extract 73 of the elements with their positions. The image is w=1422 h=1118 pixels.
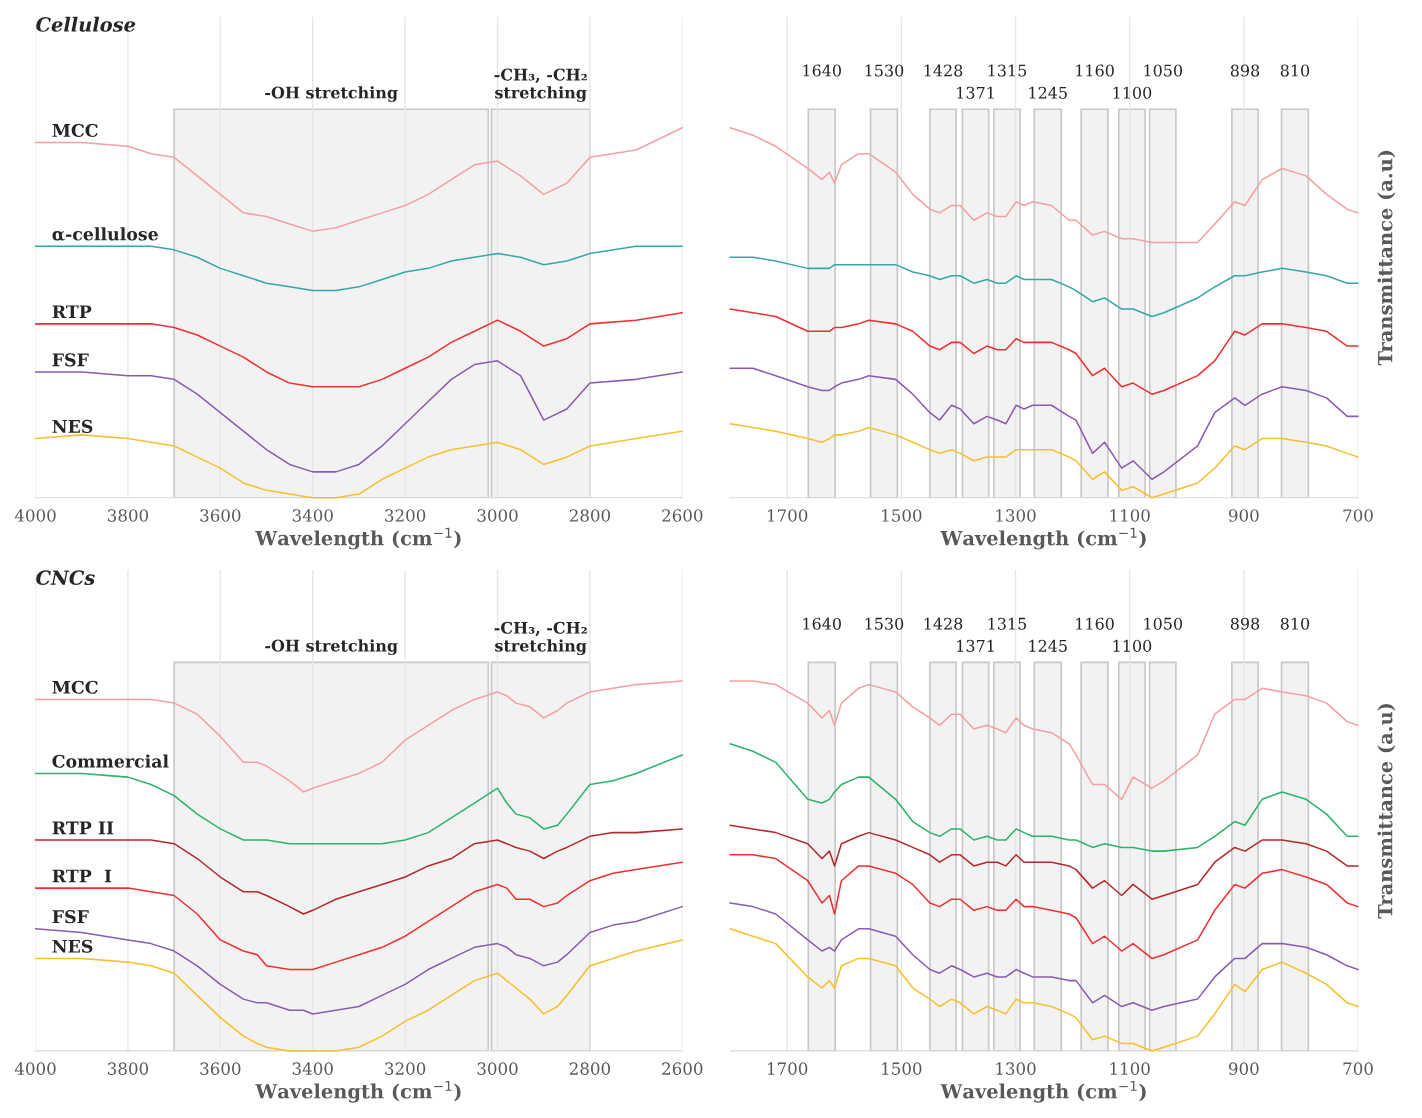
x-tick-label: 700 (1343, 509, 1373, 522)
series-label: RTP I (52, 869, 112, 883)
band-label: 1160 (1076, 617, 1114, 630)
band-label: 1640 (803, 64, 841, 77)
x-tick-label: 700 (1343, 1062, 1373, 1075)
chart-title: CNCs (36, 570, 95, 585)
x-tick-label: 3400 (292, 509, 333, 522)
x-tick-label: 4000 (14, 1062, 56, 1075)
band-label: 1428 (924, 617, 963, 630)
x-axis-title: Wavelength (cm$^{−1}$) (255, 527, 461, 550)
x-tick-label: 1300 (996, 1062, 1036, 1075)
x-tick-label: 1100 (1110, 1062, 1150, 1075)
band-label: 1050 (1144, 64, 1183, 77)
band-label: 1315 (988, 617, 1027, 630)
x-tick-label: 3000 (477, 509, 518, 522)
x-tick-label: 3800 (108, 1062, 149, 1075)
band-label: -CH₃, -CH₂ stretching (494, 68, 587, 102)
x-tick-label: 3600 (200, 1062, 241, 1075)
band-label: 1371 (957, 639, 994, 652)
x-tick-label: 3200 (385, 1062, 426, 1075)
series-label: RTP II (52, 821, 114, 835)
band-label: 1100 (1113, 86, 1152, 99)
x-tick-label: 2800 (569, 509, 611, 522)
series-label: Commercial (52, 754, 169, 768)
x-tick-label: 3000 (477, 1062, 518, 1075)
x-axis-title: Wavelength (cm$^{−1}$) (940, 1080, 1146, 1103)
series-label: α-cellulose (52, 227, 158, 241)
series-label: NES (52, 419, 93, 433)
x-tick-label: 900 (1228, 509, 1259, 522)
series-label: RTP (52, 305, 92, 319)
y-axis-title: Transmittance (a.u) (1377, 150, 1396, 366)
band-label: 1530 (865, 617, 904, 630)
band-label: 1640 (803, 617, 841, 630)
band-label: -CH₃, -CH₂ stretching (494, 621, 587, 656)
series-label: MCC (52, 680, 98, 694)
series-label: FSF (52, 353, 89, 367)
band-label: -OH stretching (265, 86, 398, 102)
band-label: 1530 (865, 64, 904, 77)
band-label: 1315 (988, 64, 1027, 77)
x-tick-label: 1500 (882, 509, 922, 522)
series-label: FSF (52, 910, 89, 924)
x-tick-label: 3800 (108, 509, 149, 522)
band-label: 1050 (1144, 617, 1183, 630)
band-label: 1100 (1113, 639, 1152, 652)
x-tick-label: 1700 (768, 1062, 808, 1075)
x-tick-label: 3200 (385, 509, 426, 522)
band-label: 1371 (957, 86, 994, 99)
band-label: 1245 (1029, 639, 1067, 652)
series-label: NES (52, 939, 93, 953)
x-tick-label: 2800 (569, 1062, 611, 1075)
x-tick-label: 900 (1228, 1062, 1259, 1075)
x-axis-title: Wavelength (cm$^{−1}$) (940, 527, 1146, 550)
x-axis-title: Wavelength (cm$^{−1}$) (255, 1080, 461, 1103)
x-tick-label: 2600 (662, 509, 703, 522)
y-axis-title: Transmittance (a.u) (1377, 704, 1396, 919)
x-tick-label: 2600 (662, 1062, 703, 1075)
band-label: -OH stretching (265, 639, 398, 656)
x-tick-label: 3400 (292, 1062, 333, 1075)
band-label: 1245 (1029, 86, 1067, 99)
x-tick-label: 1500 (882, 1062, 922, 1075)
band-label: 1160 (1076, 64, 1114, 77)
band-label: 1428 (924, 64, 963, 77)
x-tick-label: 1300 (996, 509, 1036, 522)
x-tick-label: 1700 (768, 509, 808, 522)
band-label: 810 (1280, 617, 1310, 630)
band-label: 898 (1230, 64, 1260, 77)
band-label: 898 (1230, 617, 1260, 630)
series-label: MCC (52, 123, 98, 137)
x-tick-label: 1100 (1110, 509, 1150, 522)
band-label: 810 (1280, 64, 1310, 77)
x-tick-label: 3600 (200, 509, 241, 522)
chart-title: Cellulose (36, 16, 136, 32)
x-tick-label: 4000 (14, 509, 56, 522)
